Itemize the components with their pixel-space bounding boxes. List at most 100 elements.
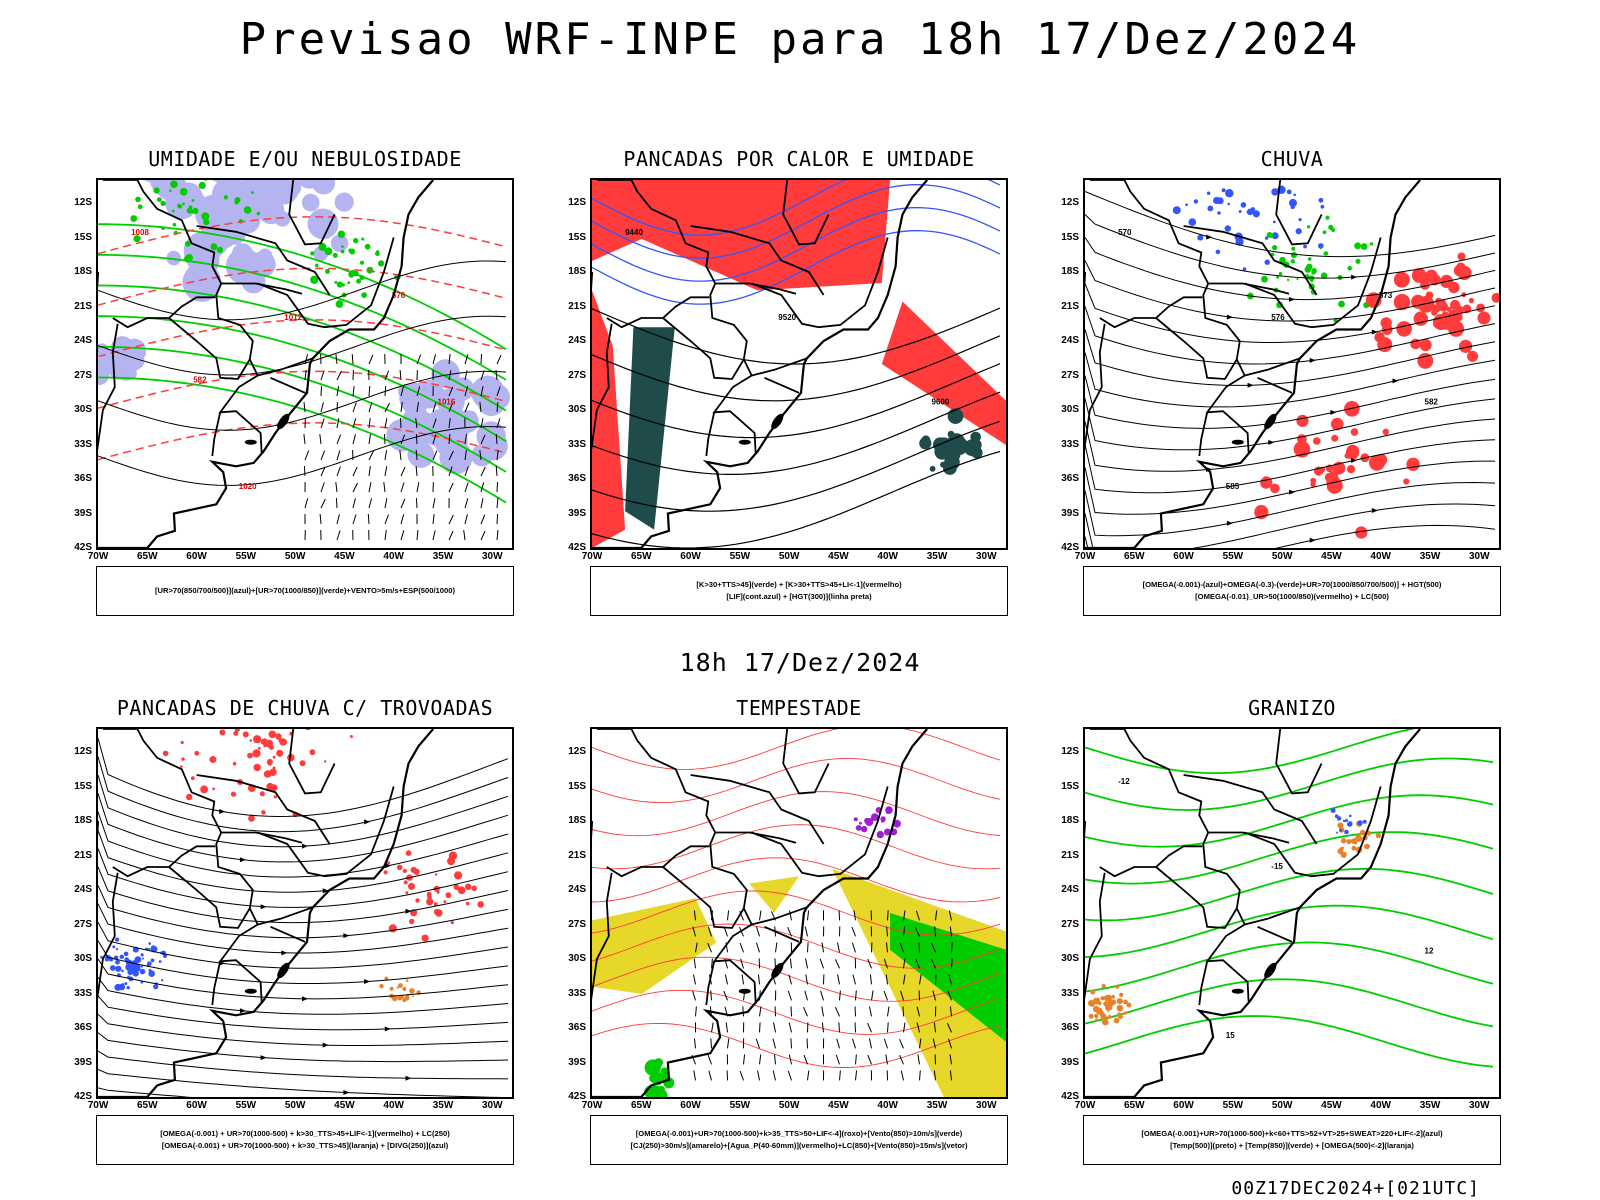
main-title: Previsao WRF-INPE para 18h 17/Dez/2024	[239, 14, 1361, 65]
wind-vector	[916, 1006, 920, 1017]
humidity-low-levels	[349, 248, 356, 255]
rain-red-area	[1419, 338, 1432, 352]
latitude-tick-label: 21S	[1061, 300, 1079, 312]
wind-vector	[693, 958, 696, 969]
wind-vector	[464, 370, 468, 381]
rain-red-area	[1330, 417, 1344, 431]
state-border	[257, 906, 314, 926]
wind-vector	[464, 386, 469, 397]
latitude-tick-label: 27S	[1061, 918, 1079, 930]
omega-blue	[1271, 232, 1279, 240]
streamline-arrow	[1226, 520, 1233, 526]
omega-green	[1279, 256, 1286, 264]
omega-500-area	[1350, 838, 1355, 844]
humidity-low-levels	[186, 207, 193, 214]
omega-green	[1320, 272, 1328, 279]
streamline	[1085, 329, 1496, 386]
thunderstorm-area	[252, 749, 261, 758]
wind-vector	[834, 959, 840, 969]
divergence-area	[119, 954, 124, 959]
omega-500-area	[1337, 822, 1344, 829]
streamline	[1085, 260, 1496, 322]
wind-vector	[918, 942, 920, 953]
wind-vector	[384, 433, 386, 445]
omega-500-area	[1116, 998, 1123, 1005]
wind-vector	[919, 974, 922, 985]
humidity-low-levels	[130, 215, 138, 222]
latitude-tick-label: 33S	[1061, 438, 1079, 450]
streamline	[1085, 524, 1496, 548]
contour-line	[1085, 867, 1494, 922]
state-border	[782, 180, 830, 246]
latitude-tick-label: 21S	[568, 849, 586, 861]
latitude-tick-label: 18S	[568, 815, 586, 826]
longitude-tick-label: 35W	[432, 551, 454, 562]
streamline-arrow	[405, 1075, 412, 1081]
wind-vector	[384, 418, 388, 429]
wind-vector	[951, 942, 953, 953]
thunderstorm-area	[232, 761, 237, 766]
wind-vector	[724, 974, 728, 985]
jet-stream-area	[832, 868, 1006, 1097]
state-border	[168, 866, 251, 929]
state-border	[606, 845, 710, 878]
wind-vector	[400, 530, 405, 541]
latitude-tick-label: 33S	[1061, 987, 1079, 999]
wind-vector	[787, 927, 792, 937]
latitude-tick-label: 42S	[568, 542, 586, 553]
wind-vector	[448, 530, 454, 541]
wind-vector	[448, 450, 454, 461]
omega-blue	[1217, 211, 1221, 215]
contour-label: -12	[1118, 777, 1130, 786]
wind-vector	[692, 926, 696, 937]
wind-vector	[915, 958, 920, 969]
omega-500-area	[1110, 999, 1117, 1005]
wind-vector	[934, 926, 936, 937]
humidity-low-levels	[156, 197, 162, 202]
omega-500-area	[1107, 1014, 1112, 1020]
thunderstorm-area	[349, 735, 353, 738]
contour-line	[592, 890, 1001, 936]
lagoon	[738, 988, 751, 994]
rain-red-area	[1425, 269, 1438, 282]
omega-500-area	[1115, 984, 1120, 989]
wind-vector	[400, 466, 406, 477]
thunderstorm-k-area	[397, 995, 403, 1001]
humidity-low-levels	[160, 200, 166, 207]
contour-line	[592, 183, 1001, 259]
lagoon	[771, 413, 784, 430]
latitude-tick-label: 24S	[74, 884, 92, 895]
omega-500-area	[1113, 1017, 1120, 1024]
latitude-tick-label: 27S	[1061, 369, 1079, 381]
rain-red-area	[1396, 321, 1412, 337]
omega-green	[1322, 230, 1327, 235]
humidity-high-area	[410, 382, 433, 405]
divergence-area	[147, 961, 152, 966]
wind-vector	[320, 402, 324, 413]
wind-vector	[336, 514, 340, 525]
wind-vector	[707, 942, 712, 953]
humidity-low-levels	[340, 249, 345, 254]
rain-red-area	[1411, 268, 1427, 283]
latitude-tick-label: 30S	[568, 404, 586, 415]
contour-line	[98, 223, 507, 351]
humidity-low-levels	[318, 242, 327, 251]
longitude-tick-label: 60W	[1173, 551, 1194, 562]
humidity-low-levels	[336, 281, 343, 288]
rain-red-area	[1310, 477, 1317, 484]
wind-vector	[803, 1006, 808, 1017]
wind-vector	[695, 942, 698, 953]
panel-legend: [UR>70(850/700/500)](azul)+[UR>70(1000/8…	[96, 566, 514, 616]
longitude-tick-label: 40W	[383, 1100, 404, 1111]
longitude-tick-label: 50W	[778, 1100, 800, 1111]
longitude-tick-label: 40W	[877, 551, 898, 562]
humidity-low-levels	[223, 195, 228, 200]
contour-line	[592, 857, 1001, 903]
thunderstorm-area	[248, 815, 255, 822]
wind-vector	[900, 990, 904, 1001]
latitude-tick-label: 18S	[74, 815, 92, 826]
wind-vector	[368, 498, 373, 509]
rain-red-area	[1403, 478, 1410, 485]
humidity-high-area	[330, 234, 349, 252]
wind-vector	[743, 1054, 746, 1065]
